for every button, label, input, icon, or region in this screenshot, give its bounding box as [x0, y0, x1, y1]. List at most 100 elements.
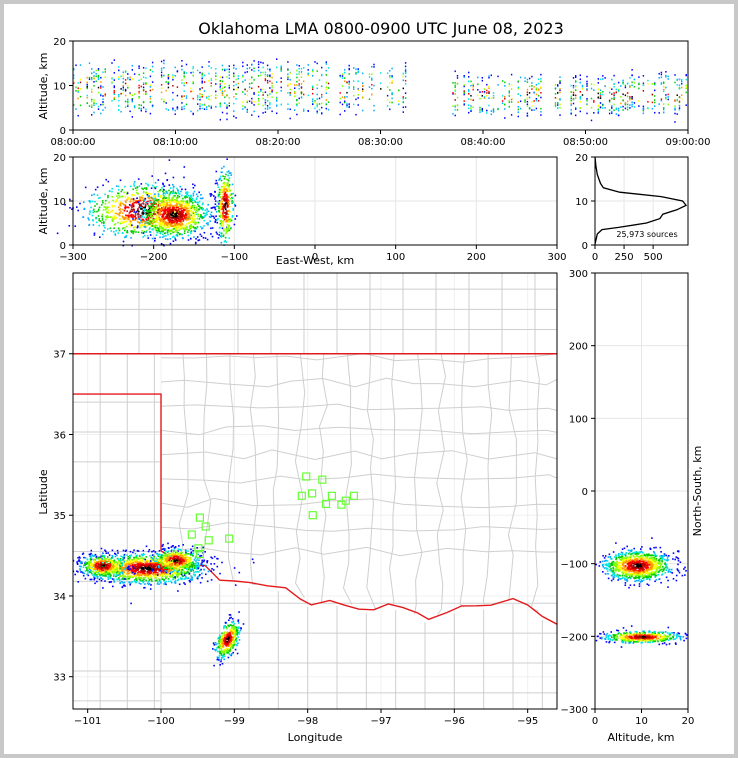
east-west-source	[168, 196, 170, 198]
time-altitude-source	[479, 97, 481, 100]
east-west-source	[214, 191, 216, 193]
east-west-source	[131, 203, 133, 206]
map-source	[172, 560, 174, 562]
time-altitude-source	[540, 86, 542, 89]
time-altitude-source	[540, 111, 542, 113]
east-west-source	[224, 191, 227, 194]
time-altitude-source	[642, 75, 645, 77]
east-west-source	[150, 202, 152, 205]
time-altitude-source	[197, 109, 199, 112]
time-altitude-source	[402, 101, 404, 104]
east-west-source	[172, 205, 174, 207]
east-west-source	[91, 214, 94, 217]
time-altitude-source	[269, 76, 271, 79]
time-altitude-source	[142, 101, 145, 104]
time-altitude-source	[75, 64, 77, 67]
time-altitude-source	[456, 104, 459, 107]
map-source	[126, 565, 128, 568]
east-west-source	[188, 204, 190, 207]
time-altitude-source	[492, 97, 495, 99]
time-altitude-source	[344, 80, 346, 82]
time-altitude-source	[540, 114, 542, 116]
time-altitude-source	[658, 72, 660, 75]
time-altitude-source	[667, 96, 669, 98]
time-altitude-source	[404, 92, 407, 94]
east-west-source	[145, 231, 148, 233]
map-source	[142, 571, 145, 573]
east-west-source	[170, 209, 173, 211]
time-altitude-source	[248, 100, 251, 103]
time-altitude-source	[88, 76, 91, 79]
map-source	[185, 563, 188, 566]
time-altitude-source	[244, 93, 246, 95]
map-source	[140, 583, 142, 585]
east-west-source	[201, 206, 203, 209]
east-west-source	[195, 227, 198, 230]
east-west-source	[189, 205, 191, 208]
east-west-source	[158, 216, 160, 218]
map-source	[188, 568, 190, 571]
east-west-source	[222, 222, 224, 224]
time-altitude-source	[163, 100, 165, 103]
east-west-source	[210, 215, 213, 217]
time-altitude-source	[389, 75, 391, 77]
time-altitude-source	[519, 100, 522, 103]
east-west-source	[142, 198, 145, 201]
time-altitude-source	[266, 81, 269, 84]
east-west-source	[222, 210, 225, 212]
east-west-source	[201, 227, 203, 230]
time-altitude-source	[581, 88, 584, 90]
east-west-source	[178, 217, 180, 219]
time-altitude-source	[280, 103, 282, 106]
east-west-source	[188, 200, 191, 203]
east-west-source	[139, 224, 141, 226]
east-west-source	[161, 199, 164, 202]
map-source	[136, 561, 138, 564]
time-altitude-source	[510, 88, 513, 90]
east-west-source	[159, 204, 161, 206]
map-source	[136, 559, 139, 562]
time-altitude-source	[581, 94, 584, 96]
time-altitude-source	[228, 84, 230, 87]
time-altitude-source	[138, 104, 140, 106]
map-source	[190, 575, 193, 577]
time-altitude-source	[572, 98, 575, 101]
time-altitude-source	[314, 107, 316, 110]
map-source	[127, 575, 129, 578]
east-west-source	[169, 204, 172, 207]
time-altitude-source	[508, 93, 510, 96]
time-altitude-source	[294, 95, 296, 98]
time-altitude-source	[257, 91, 260, 93]
time-altitude-source	[654, 99, 656, 101]
east-west-source	[126, 192, 129, 194]
time-altitude-source	[289, 108, 291, 111]
east-west-source	[192, 207, 194, 210]
time-altitude-source	[579, 110, 581, 113]
time-altitude-source	[237, 86, 239, 89]
east-west-source	[196, 226, 199, 228]
time-altitude-source	[624, 103, 627, 106]
time-altitude-source	[586, 89, 588, 91]
time-altitude-source	[210, 107, 212, 109]
time-altitude-source	[172, 108, 174, 111]
time-altitude-source	[468, 76, 470, 78]
east-west-source	[125, 218, 127, 220]
east-west-source	[170, 221, 172, 224]
east-west-source	[224, 198, 227, 201]
map-source	[206, 580, 209, 583]
map-source	[201, 572, 203, 575]
east-west-source	[130, 198, 133, 200]
east-west-source	[227, 219, 229, 222]
east-west-source	[188, 217, 191, 220]
time-altitude-source	[260, 74, 262, 77]
east-west-source	[231, 202, 233, 204]
time-altitude-source	[269, 87, 271, 89]
east-west-source	[227, 230, 229, 232]
east-west-source	[188, 199, 191, 201]
east-west-source	[174, 214, 176, 216]
map-source	[199, 581, 202, 584]
east-west-source	[159, 222, 161, 225]
map-source	[131, 562, 133, 564]
time-altitude-source	[224, 68, 226, 71]
time-altitude-source	[192, 113, 194, 116]
